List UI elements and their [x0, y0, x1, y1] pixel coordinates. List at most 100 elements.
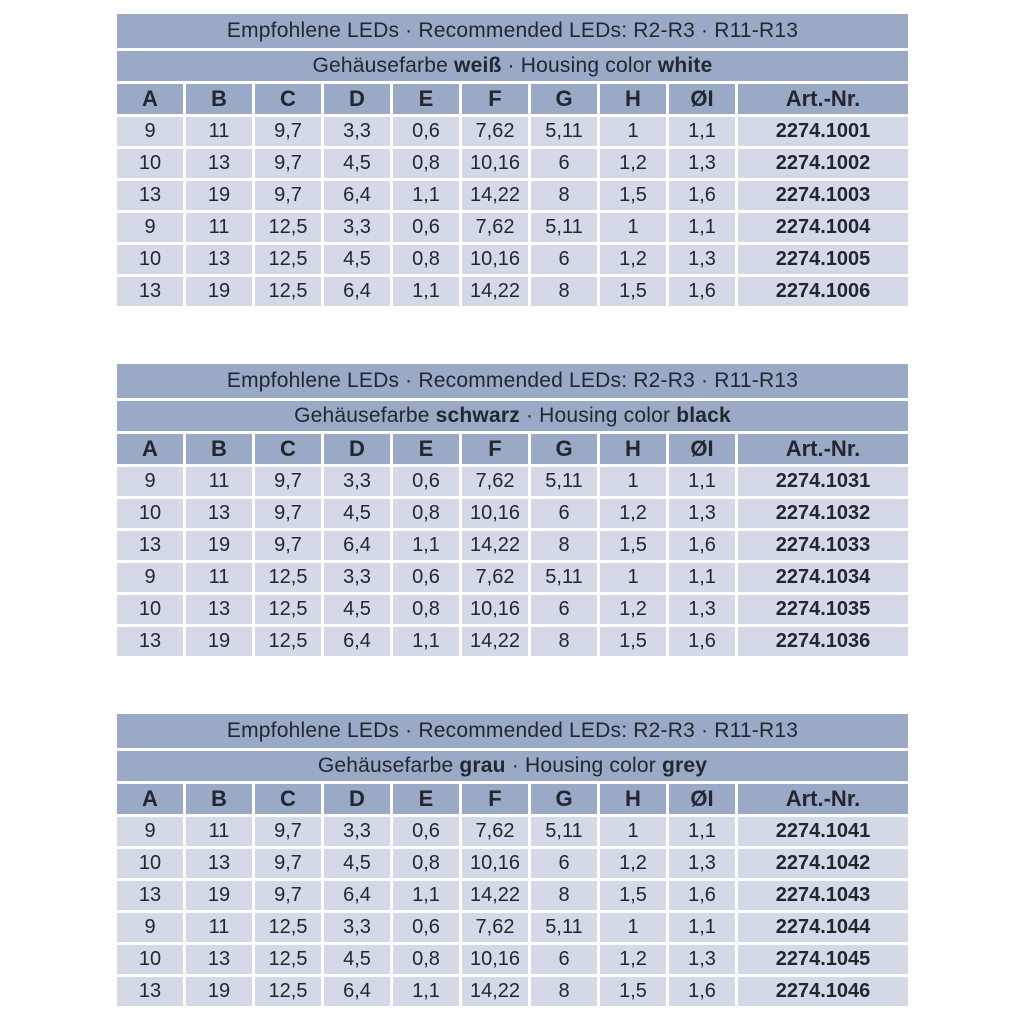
column-header-row: A B C D E F G H ØI Art.-Nr. [117, 84, 908, 114]
table-row: 9 11 9,7 3,3 0,6 7,62 5,11 1 1,1 2274.1031 [117, 467, 908, 496]
value-cell: 11 [186, 563, 252, 592]
value-cell: 3,3 [324, 563, 390, 592]
value-cell: 6,4 [324, 627, 390, 656]
led-spec-tables: Empfohlene LEDs · Recommended LEDs: R2-R… [114, 11, 911, 1009]
spec-table-black: Empfohlene LEDs · Recommended LEDs: R2-R… [114, 361, 911, 659]
value-cell: 13 [186, 499, 252, 528]
table-row: 10 13 12,5 4,5 0,8 10,16 6 1,2 1,3 2274.1045 [117, 945, 908, 974]
table-row: 13 19 12,5 6,4 1,1 14,22 8 1,5 1,6 2274.1046 [117, 977, 908, 1006]
value-cell: 1,1 [393, 627, 459, 656]
column-header: B [186, 84, 252, 114]
subtitle-row: Gehäusefarbe grau · Housing color grey [117, 751, 908, 781]
value-cell: 14,22 [462, 531, 528, 560]
table-title: Empfohlene LEDs · Recommended LEDs: R2-R… [117, 364, 908, 398]
value-cell: 4,5 [324, 499, 390, 528]
value-cell: 14,22 [462, 977, 528, 1006]
column-header: C [255, 784, 321, 814]
value-cell: 1,5 [600, 531, 666, 560]
title-row: Empfohlene LEDs · Recommended LEDs: R2-R… [117, 714, 908, 748]
column-header: E [393, 84, 459, 114]
art-nr-cell: 2274.1032 [738, 499, 908, 528]
value-cell: 5,11 [531, 817, 597, 846]
art-nr-cell: 2274.1043 [738, 881, 908, 910]
art-nr-cell: 2274.1033 [738, 531, 908, 560]
subtitle-prefix: Gehäusefarbe [312, 54, 455, 77]
value-cell: 1,3 [669, 849, 735, 878]
value-cell: 1 [600, 467, 666, 496]
value-cell: 11 [186, 817, 252, 846]
title-row: Empfohlene LEDs · Recommended LEDs: R2-R… [117, 14, 908, 48]
subtitle-prefix: Gehäusefarbe [317, 754, 460, 777]
value-cell: 1 [600, 563, 666, 592]
value-cell: 1,2 [600, 595, 666, 624]
value-cell: 6 [531, 245, 597, 274]
value-cell: 6,4 [324, 977, 390, 1006]
value-cell: 5,11 [531, 563, 597, 592]
value-cell: 8 [531, 181, 597, 210]
subtitle-prefix: Gehäusefarbe [294, 404, 436, 427]
value-cell: 1,3 [669, 945, 735, 974]
value-cell: 6 [531, 149, 597, 178]
value-cell: 1,2 [600, 849, 666, 878]
column-header: D [324, 434, 390, 464]
value-cell: 1 [600, 913, 666, 942]
value-cell: 13 [117, 277, 183, 306]
art-nr-cell: 2274.1041 [738, 817, 908, 846]
art-nr-cell: 2274.1035 [738, 595, 908, 624]
table-body: 9 11 9,7 3,3 0,6 7,62 5,11 1 1,1 2274.1041 10 13 9,7… [117, 817, 908, 1006]
value-cell: 0,6 [393, 117, 459, 146]
table-row: 13 19 9,7 6,4 1,1 14,22 8 1,5 1,6 2274.1003 [117, 181, 908, 210]
value-cell: 0,6 [393, 213, 459, 242]
value-cell: 4,5 [324, 149, 390, 178]
value-cell: 0,8 [393, 945, 459, 974]
value-cell: 1,3 [669, 245, 735, 274]
value-cell: 1,2 [600, 499, 666, 528]
value-cell: 12,5 [255, 913, 321, 942]
subtitle-row: Gehäusefarbe schwarz · Housing color bla… [117, 401, 908, 431]
art-nr-cell: 2274.1036 [738, 627, 908, 656]
value-cell: 1,6 [669, 977, 735, 1006]
value-cell: 12,5 [255, 563, 321, 592]
art-nr-cell: 2274.1031 [738, 467, 908, 496]
art-nr-cell: 2274.1045 [738, 945, 908, 974]
art-nr-cell: 2274.1042 [738, 849, 908, 878]
value-cell: 3,3 [324, 467, 390, 496]
column-header: C [255, 84, 321, 114]
value-cell: 9,7 [255, 117, 321, 146]
table-subtitle: Gehäusefarbe weiß · Housing color white [117, 51, 908, 81]
value-cell: 1,5 [600, 181, 666, 210]
value-cell: 19 [186, 627, 252, 656]
value-cell: 1,1 [669, 467, 735, 496]
value-cell: 0,6 [393, 817, 459, 846]
value-cell: 12,5 [255, 245, 321, 274]
subtitle-color-de: schwarz [435, 404, 520, 427]
value-cell: 4,5 [324, 849, 390, 878]
value-cell: 1,6 [669, 881, 735, 910]
column-header: H [600, 84, 666, 114]
subtitle-color-en: black [676, 404, 731, 427]
column-header: C [255, 434, 321, 464]
column-header: H [600, 784, 666, 814]
value-cell: 9 [117, 913, 183, 942]
value-cell: 12,5 [255, 595, 321, 624]
value-cell: 11 [186, 913, 252, 942]
column-header: H [600, 434, 666, 464]
value-cell: 0,6 [393, 467, 459, 496]
column-header: A [117, 784, 183, 814]
value-cell: 9,7 [255, 531, 321, 560]
value-cell: 9,7 [255, 849, 321, 878]
value-cell: 1,5 [600, 627, 666, 656]
value-cell: 11 [186, 117, 252, 146]
value-cell: 4,5 [324, 595, 390, 624]
table-row: 13 19 12,5 6,4 1,1 14,22 8 1,5 1,6 2274.1006 [117, 277, 908, 306]
value-cell: 8 [531, 277, 597, 306]
value-cell: 19 [186, 181, 252, 210]
column-header: F [462, 84, 528, 114]
column-header: E [393, 784, 459, 814]
art-nr-cell: 2274.1034 [738, 563, 908, 592]
value-cell: 1,1 [669, 913, 735, 942]
value-cell: 11 [186, 467, 252, 496]
value-cell: 12,5 [255, 627, 321, 656]
subtitle-mid: · Housing color [519, 404, 677, 427]
value-cell: 10 [117, 849, 183, 878]
